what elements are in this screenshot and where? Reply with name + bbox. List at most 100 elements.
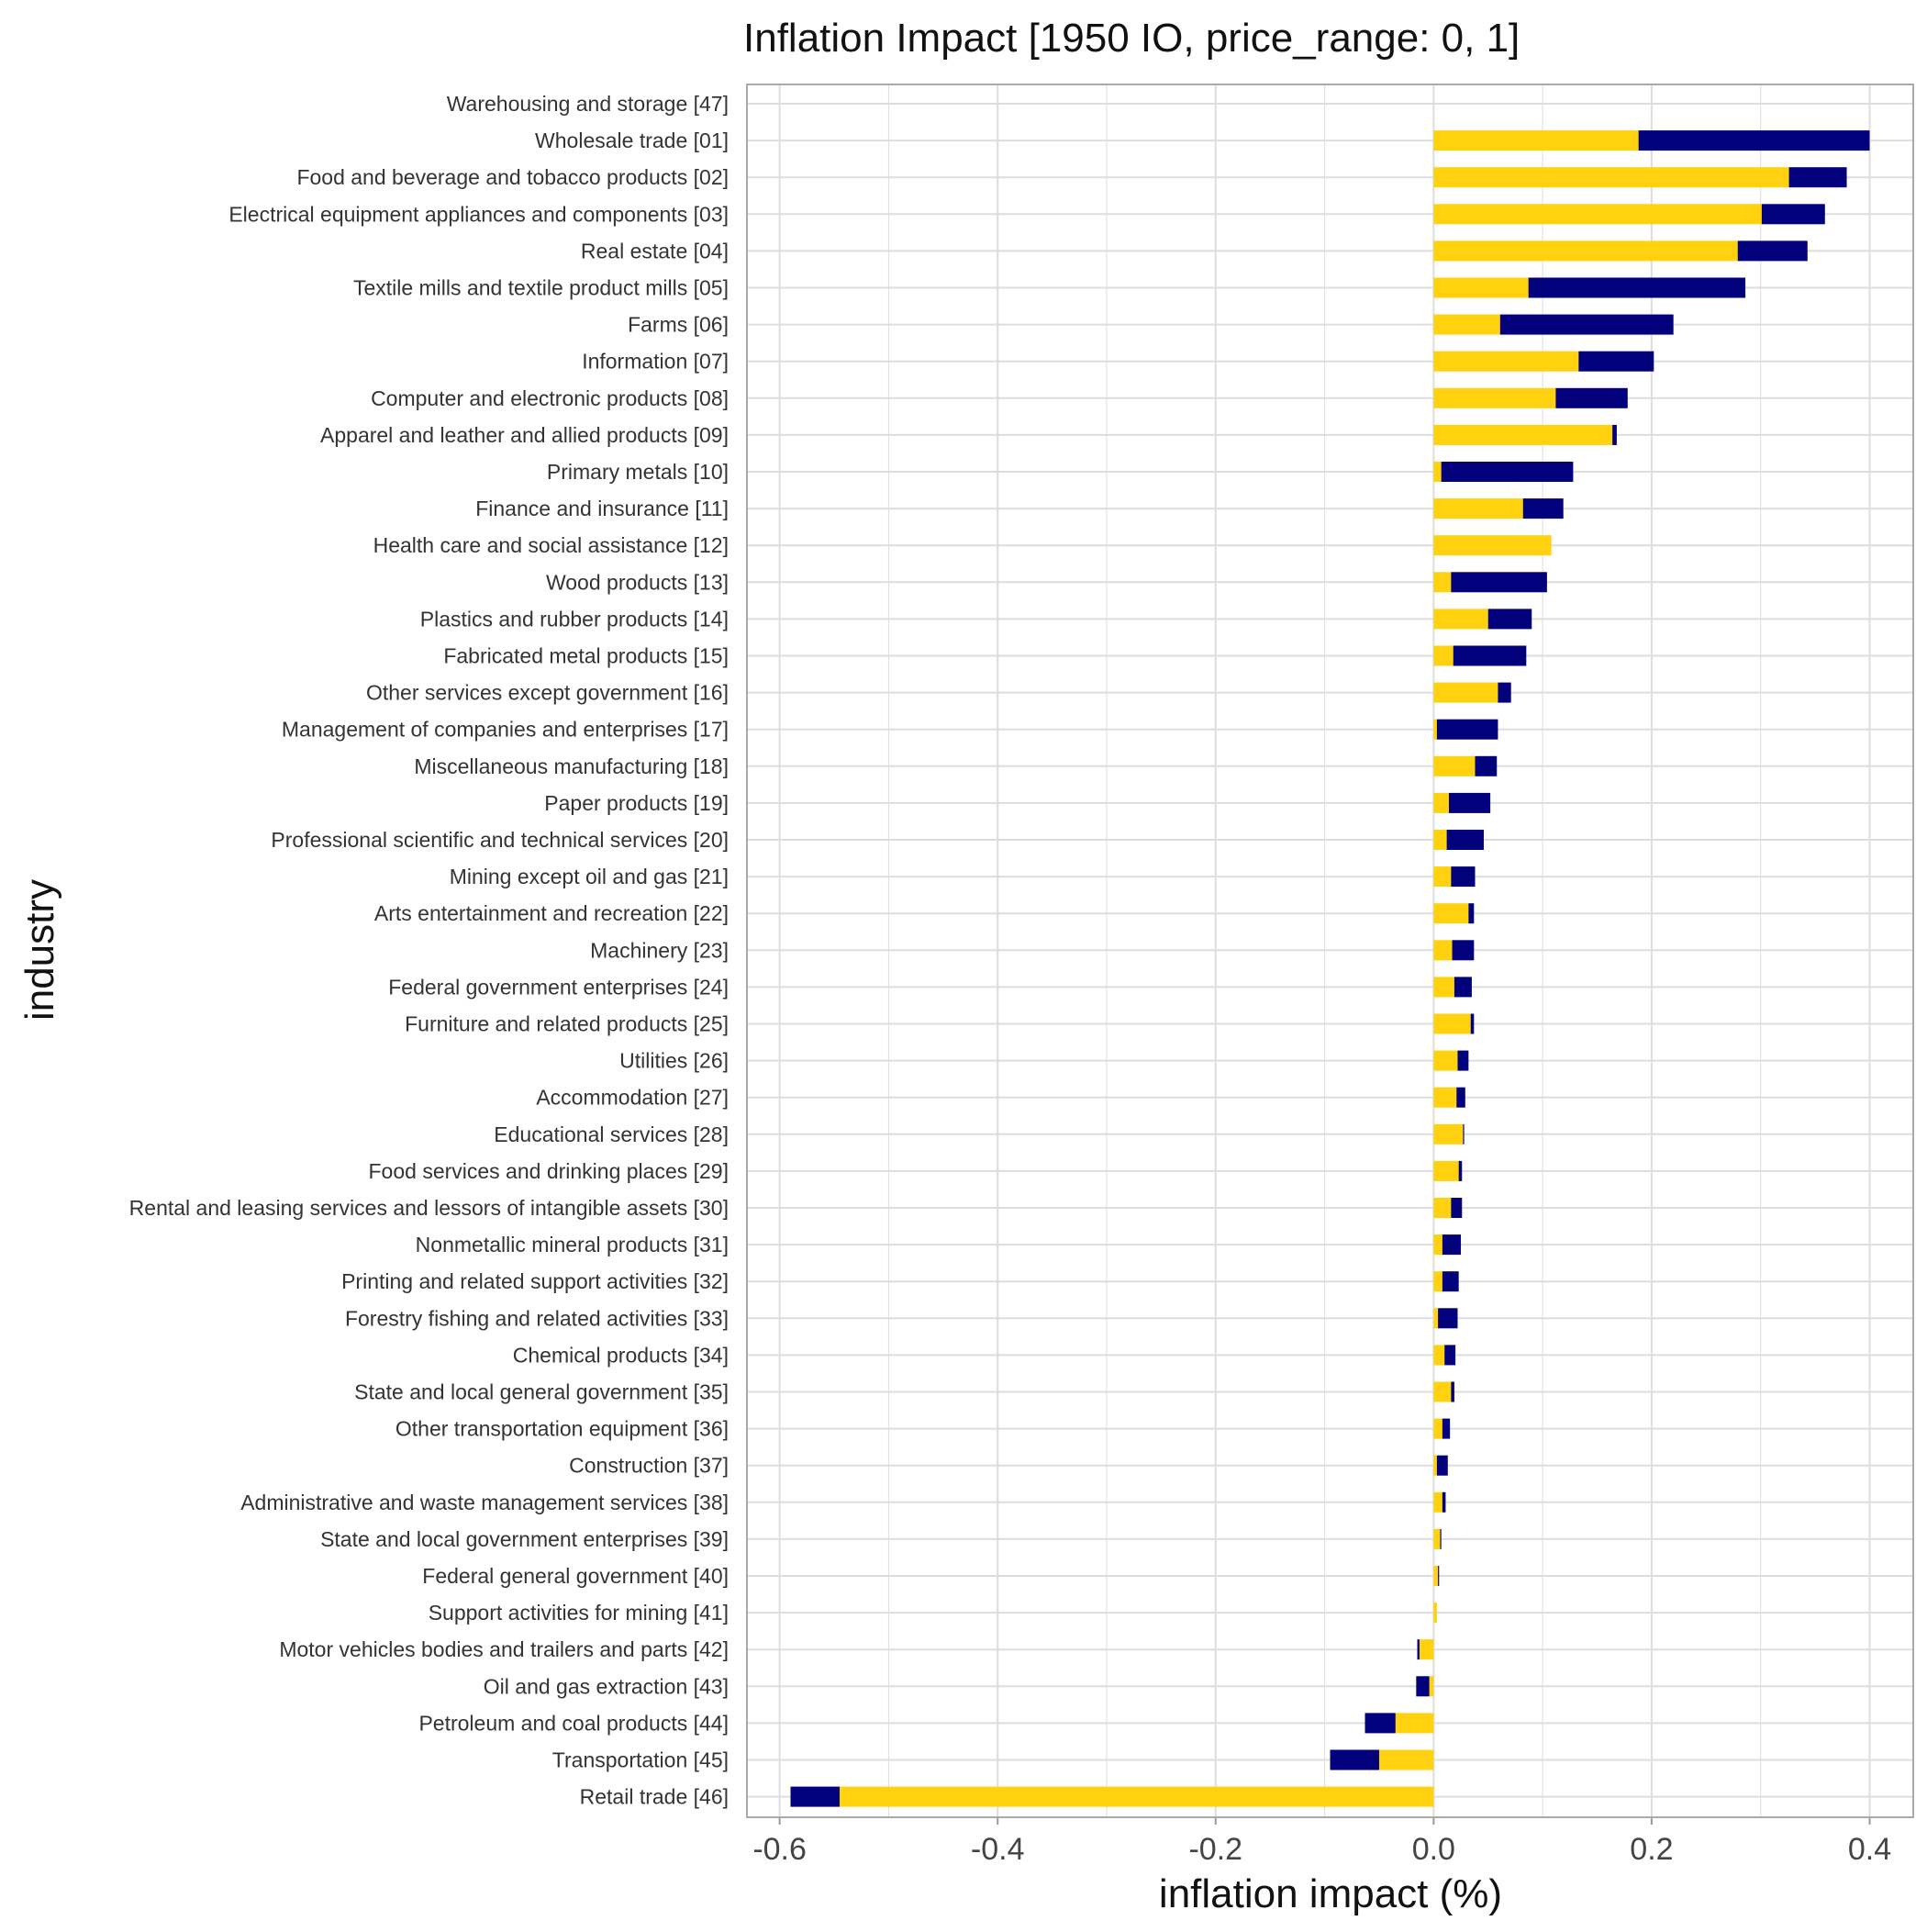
bar-segment-navy (1457, 1050, 1469, 1071)
bar-segment-gold (1433, 572, 1452, 593)
chart-title: Inflation Impact [1950 IO, price_range: … (743, 16, 1520, 61)
category-label: Wood products [13] (546, 570, 729, 594)
bar-segment-navy (1452, 940, 1475, 961)
bar-segment-gold (1433, 204, 1762, 225)
x-tick-label: 0.2 (1630, 1832, 1673, 1867)
category-label: Plastics and rubber products [14] (420, 607, 729, 631)
bar-segment-navy (1451, 866, 1476, 888)
bar-segment-navy (1364, 1713, 1396, 1734)
bar-segment-gold (1433, 1308, 1439, 1329)
category-label: Retail trade [46] (580, 1785, 729, 1809)
bar-segment-gold (1419, 1639, 1434, 1660)
category-label: Chemical products [34] (513, 1343, 729, 1367)
category-labels: Warehousing and storage [47] Wholesale tr… (129, 92, 729, 1809)
category-label: Computer and electronic products [08] (371, 386, 729, 410)
bar-segment-gold (1433, 1271, 1442, 1292)
bar-segment-navy (1612, 424, 1617, 445)
category-label: Federal government enterprises [24] (388, 975, 729, 999)
bar-segment-navy (1442, 1418, 1451, 1439)
category-label: Educational services [28] (494, 1122, 729, 1146)
category-label: Machinery [23] (590, 938, 729, 962)
bar-segment-navy (1638, 130, 1870, 151)
bar-segment-gold (1433, 645, 1454, 666)
bar-segment-gold (1433, 1050, 1458, 1071)
bar-segment-gold (839, 1786, 1434, 1807)
bar-segment-gold (1395, 1713, 1434, 1734)
bar-segment-gold (1433, 1418, 1442, 1439)
bar-segment-gold (1433, 719, 1437, 740)
category-label: Administrative and waste management serv… (240, 1491, 729, 1514)
category-label: Oil and gas extraction [43] (484, 1674, 729, 1698)
bar-segment-navy (1436, 719, 1498, 740)
bar-segment-gold (1433, 1234, 1442, 1256)
category-label: Electrical equipment appliances and comp… (228, 202, 729, 226)
bar-segment-gold (1433, 1381, 1452, 1402)
x-tick-label: 0.0 (1412, 1832, 1455, 1867)
category-label: Food services and drinking places [29] (369, 1159, 730, 1183)
category-label: Information [07] (582, 350, 729, 374)
category-label: Accommodation [27] (536, 1086, 729, 1110)
category-label: Health care and social assistance [12] (373, 533, 729, 557)
bar-segment-navy (1442, 1491, 1446, 1513)
bar-segment-gold (1433, 755, 1476, 776)
bar-segment-navy (1417, 1639, 1420, 1660)
bar-segment-navy (1555, 387, 1628, 408)
category-label: Primary metals [10] (547, 460, 729, 484)
bar-segment-navy (1487, 609, 1532, 630)
category-label: Furniture and related products [25] (405, 1012, 729, 1036)
category-label: State and local government enterprises [… (320, 1527, 729, 1551)
bar-segment-navy (1498, 682, 1511, 703)
bar-segment-gold (1433, 1123, 1464, 1145)
grid-lines (747, 84, 1913, 1817)
category-label: Arts entertainment and recreation [22] (374, 901, 729, 925)
bar-segment-gold (1433, 1528, 1441, 1549)
bar-segment-gold (1378, 1749, 1434, 1770)
category-label: Mining except oil and gas [21] (450, 865, 729, 888)
bar-segment-gold (1433, 1455, 1437, 1476)
category-label: Management of companies and enterprises … (282, 718, 729, 742)
bar-segment-gold (1433, 167, 1789, 188)
category-label: Construction [37] (569, 1454, 729, 1478)
category-label: Printing and related support activities … (341, 1269, 729, 1293)
bar-segment-gold (1433, 130, 1639, 151)
bar-segment-gold (1433, 940, 1453, 961)
bar-segment-navy (1761, 204, 1825, 225)
bar-segment-navy (1453, 645, 1527, 666)
category-label: State and local general government [35] (354, 1380, 729, 1404)
bar-segment-navy (1416, 1676, 1430, 1697)
bar-segment-navy (1578, 351, 1654, 372)
category-label: Textile mills and textile product mills … (353, 276, 729, 300)
x-tick-label: -0.6 (752, 1832, 807, 1867)
category-label: Other services except government [16] (366, 681, 729, 705)
plot-panel-border (746, 84, 1914, 1818)
bar-segment-gold (1433, 866, 1452, 888)
bar-segment-gold (1433, 609, 1488, 630)
bar-segment-gold (1433, 1160, 1459, 1181)
category-label: Professional scientific and technical se… (271, 828, 729, 852)
bar-segment-navy (1451, 572, 1547, 593)
bar-segment-gold (1433, 1566, 1439, 1586)
bar-segment-navy (1448, 792, 1491, 813)
category-label: Miscellaneous manufacturing [18] (414, 754, 729, 778)
bar-segment-navy (1451, 1198, 1463, 1218)
bar-segment-gold (1433, 1603, 1437, 1624)
bar-segment-navy (1468, 903, 1475, 924)
bar-segment-navy (1475, 755, 1498, 776)
bar-segment-gold (1433, 1087, 1457, 1108)
bar-segment-navy (1446, 830, 1484, 850)
category-label: Apparel and leather and allied products … (320, 423, 729, 447)
bar-segment-navy (1444, 1345, 1456, 1366)
category-label: Nonmetallic mineral products [31] (416, 1233, 729, 1256)
category-label: Utilities [26] (619, 1049, 729, 1073)
bar-segment-gold (1433, 314, 1500, 335)
category-label: Real estate [04] (581, 239, 729, 262)
bar-segment-gold (1433, 977, 1454, 998)
x-tick-label: 0.4 (1848, 1832, 1891, 1867)
x-axis-title: inflation impact (%) (1159, 1871, 1502, 1916)
category-label: Fabricated metal products [15] (443, 644, 729, 668)
bar-segment-navy (1442, 1271, 1459, 1292)
bar-segment-gold (1433, 830, 1447, 850)
bars (790, 130, 1870, 1807)
y-axis-title: industry (17, 879, 62, 1021)
